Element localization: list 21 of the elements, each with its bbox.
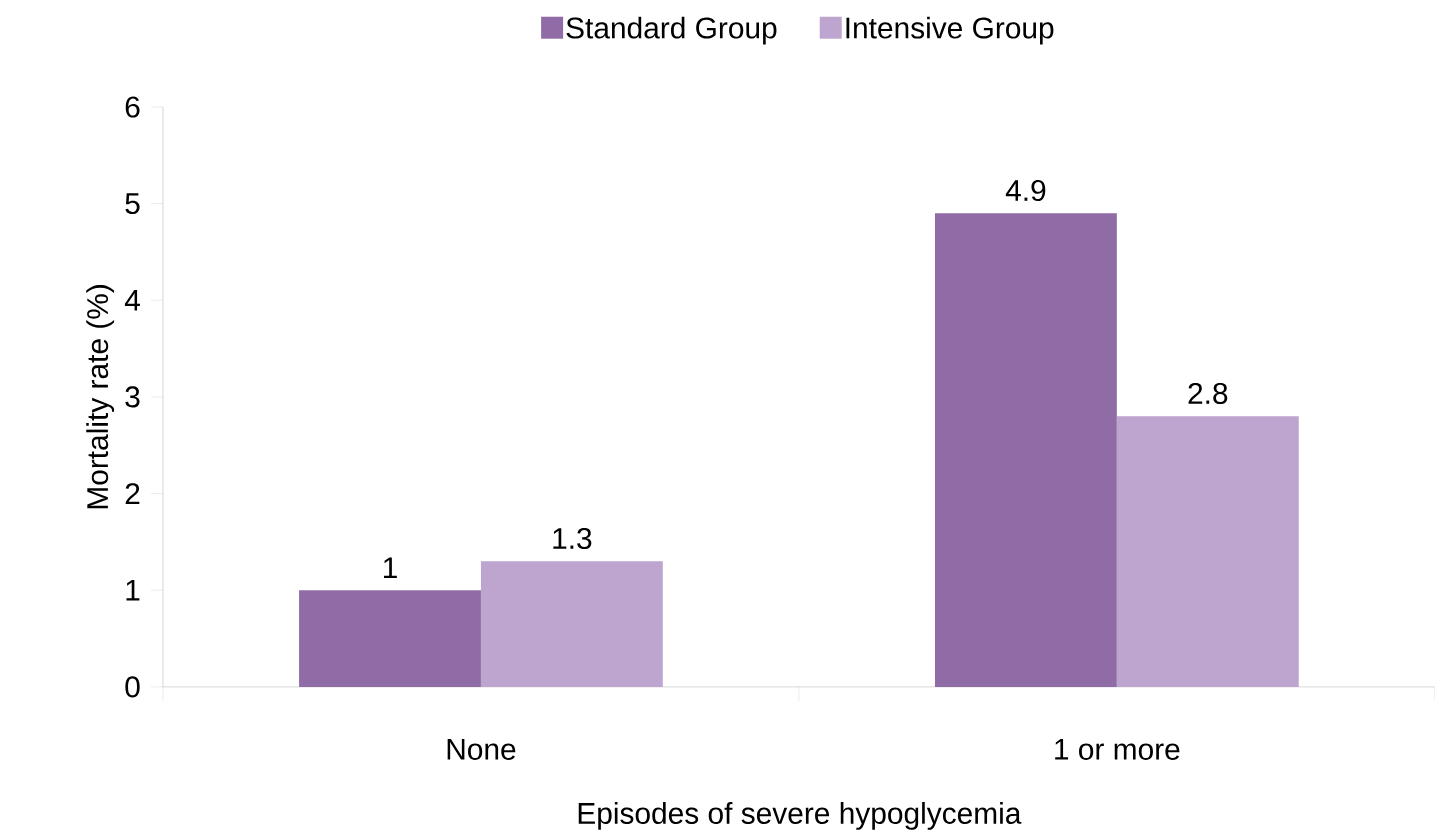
data-label: 1.3 [553,527,592,550]
bar [934,213,1117,687]
y-tick-label: 6 [125,96,140,118]
x-tick-label: 1 or more [1055,739,1180,760]
legend-label: Intensive Group [846,16,1054,45]
y-tick-label: 5 [125,193,140,215]
bar [480,561,663,687]
bar [1116,416,1299,687]
legend-label: Standard Group [566,16,777,45]
y-tick-label: 0 [125,676,140,698]
y-tick-label: 3 [125,386,140,408]
bar [299,590,481,687]
y-tick-label: 4 [124,290,140,311]
data-label: 1 [383,557,397,579]
data-label: 4.9 [1005,180,1046,202]
x-tick-label: None [447,739,516,760]
y-tick-label: 2 [125,483,140,505]
y-axis-title: Mortality rate (%) [86,285,115,509]
y-tick-label: 1 [126,580,140,601]
x-axis-title: Episodes of severe hypoglycemia [578,802,1022,830]
data-label: 2.8 [1188,382,1228,405]
